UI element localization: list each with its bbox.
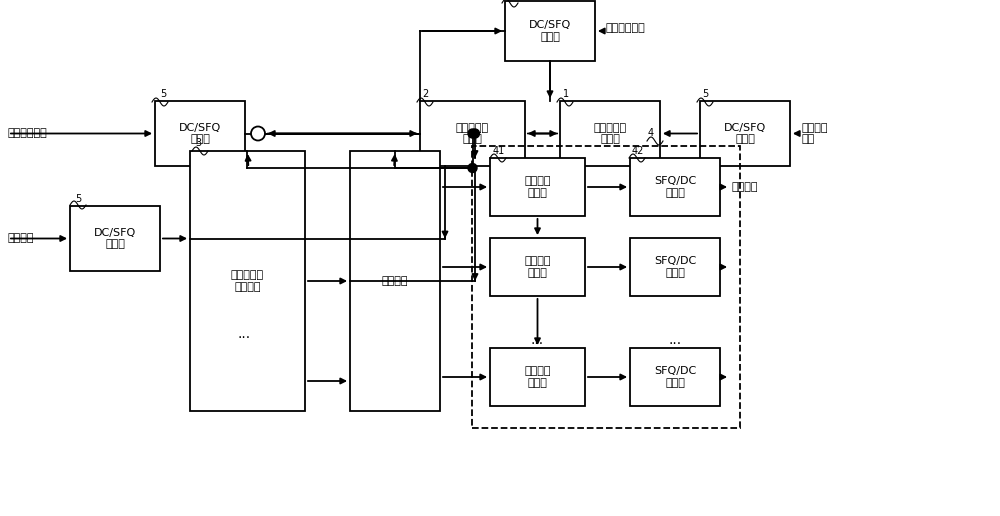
Bar (560, 101, 660, 166)
Text: ···: ··· (237, 331, 251, 345)
Circle shape (471, 129, 480, 138)
Text: 5: 5 (160, 89, 166, 99)
Text: DC/SFQ
转换器: DC/SFQ 转换器 (94, 228, 136, 249)
Text: ···: ··· (668, 337, 682, 351)
Text: DC/SFQ
转换器: DC/SFQ 转换器 (179, 123, 221, 144)
Text: SFQ/DC
转换器: SFQ/DC 转换器 (654, 176, 696, 198)
Text: 输出移位
寄存器: 输出移位 寄存器 (524, 176, 551, 198)
Bar (350, 151, 440, 411)
Circle shape (468, 129, 477, 138)
Circle shape (251, 126, 265, 140)
Text: 待测电路: 待测电路 (382, 276, 408, 286)
Text: DC/SFQ
转换器: DC/SFQ 转换器 (529, 20, 571, 42)
Bar (472, 146, 740, 428)
Bar (505, 1, 595, 61)
Bar (155, 101, 245, 166)
Text: 5: 5 (75, 194, 81, 204)
Bar (630, 238, 720, 296)
Bar (490, 158, 585, 216)
Text: 输出移位
寄存器: 输出移位 寄存器 (524, 366, 551, 388)
Bar (420, 101, 525, 166)
Text: 转换信号: 转换信号 (732, 182, 759, 192)
Text: 42: 42 (632, 146, 644, 156)
Bar (70, 206, 160, 271)
Circle shape (468, 164, 477, 172)
Bar (490, 348, 585, 406)
Text: 低频时钟信号: 低频时钟信号 (8, 128, 48, 138)
Text: 5: 5 (702, 89, 708, 99)
Text: ···: ··· (530, 337, 544, 351)
Text: DC/SFQ
转换器: DC/SFQ 转换器 (724, 123, 766, 144)
Text: 高频时钟控
制模块: 高频时钟控 制模块 (456, 123, 489, 144)
Bar (190, 151, 305, 411)
Text: 3: 3 (195, 138, 201, 148)
Bar (490, 238, 585, 296)
Text: 初始信号: 初始信号 (8, 234, 34, 244)
Text: 触发脉冲
信号: 触发脉冲 信号 (802, 123, 828, 144)
Text: 2: 2 (422, 89, 428, 99)
Text: SFQ/DC
转换器: SFQ/DC 转换器 (654, 366, 696, 388)
Text: 高频时钟发
生模块: 高频时钟发 生模块 (593, 123, 627, 144)
Text: 41: 41 (493, 146, 505, 156)
Text: 1: 1 (563, 89, 569, 99)
Text: SFQ/DC
转换器: SFQ/DC 转换器 (654, 256, 696, 278)
Bar (630, 158, 720, 216)
Bar (700, 101, 790, 166)
Text: 4: 4 (648, 128, 654, 138)
Text: 线性反馈移
位寄存器: 线性反馈移 位寄存器 (231, 270, 264, 292)
Text: 输出移位
寄存器: 输出移位 寄存器 (524, 256, 551, 278)
Text: 控制脉冲信号: 控制脉冲信号 (605, 24, 645, 34)
Bar (630, 348, 720, 406)
